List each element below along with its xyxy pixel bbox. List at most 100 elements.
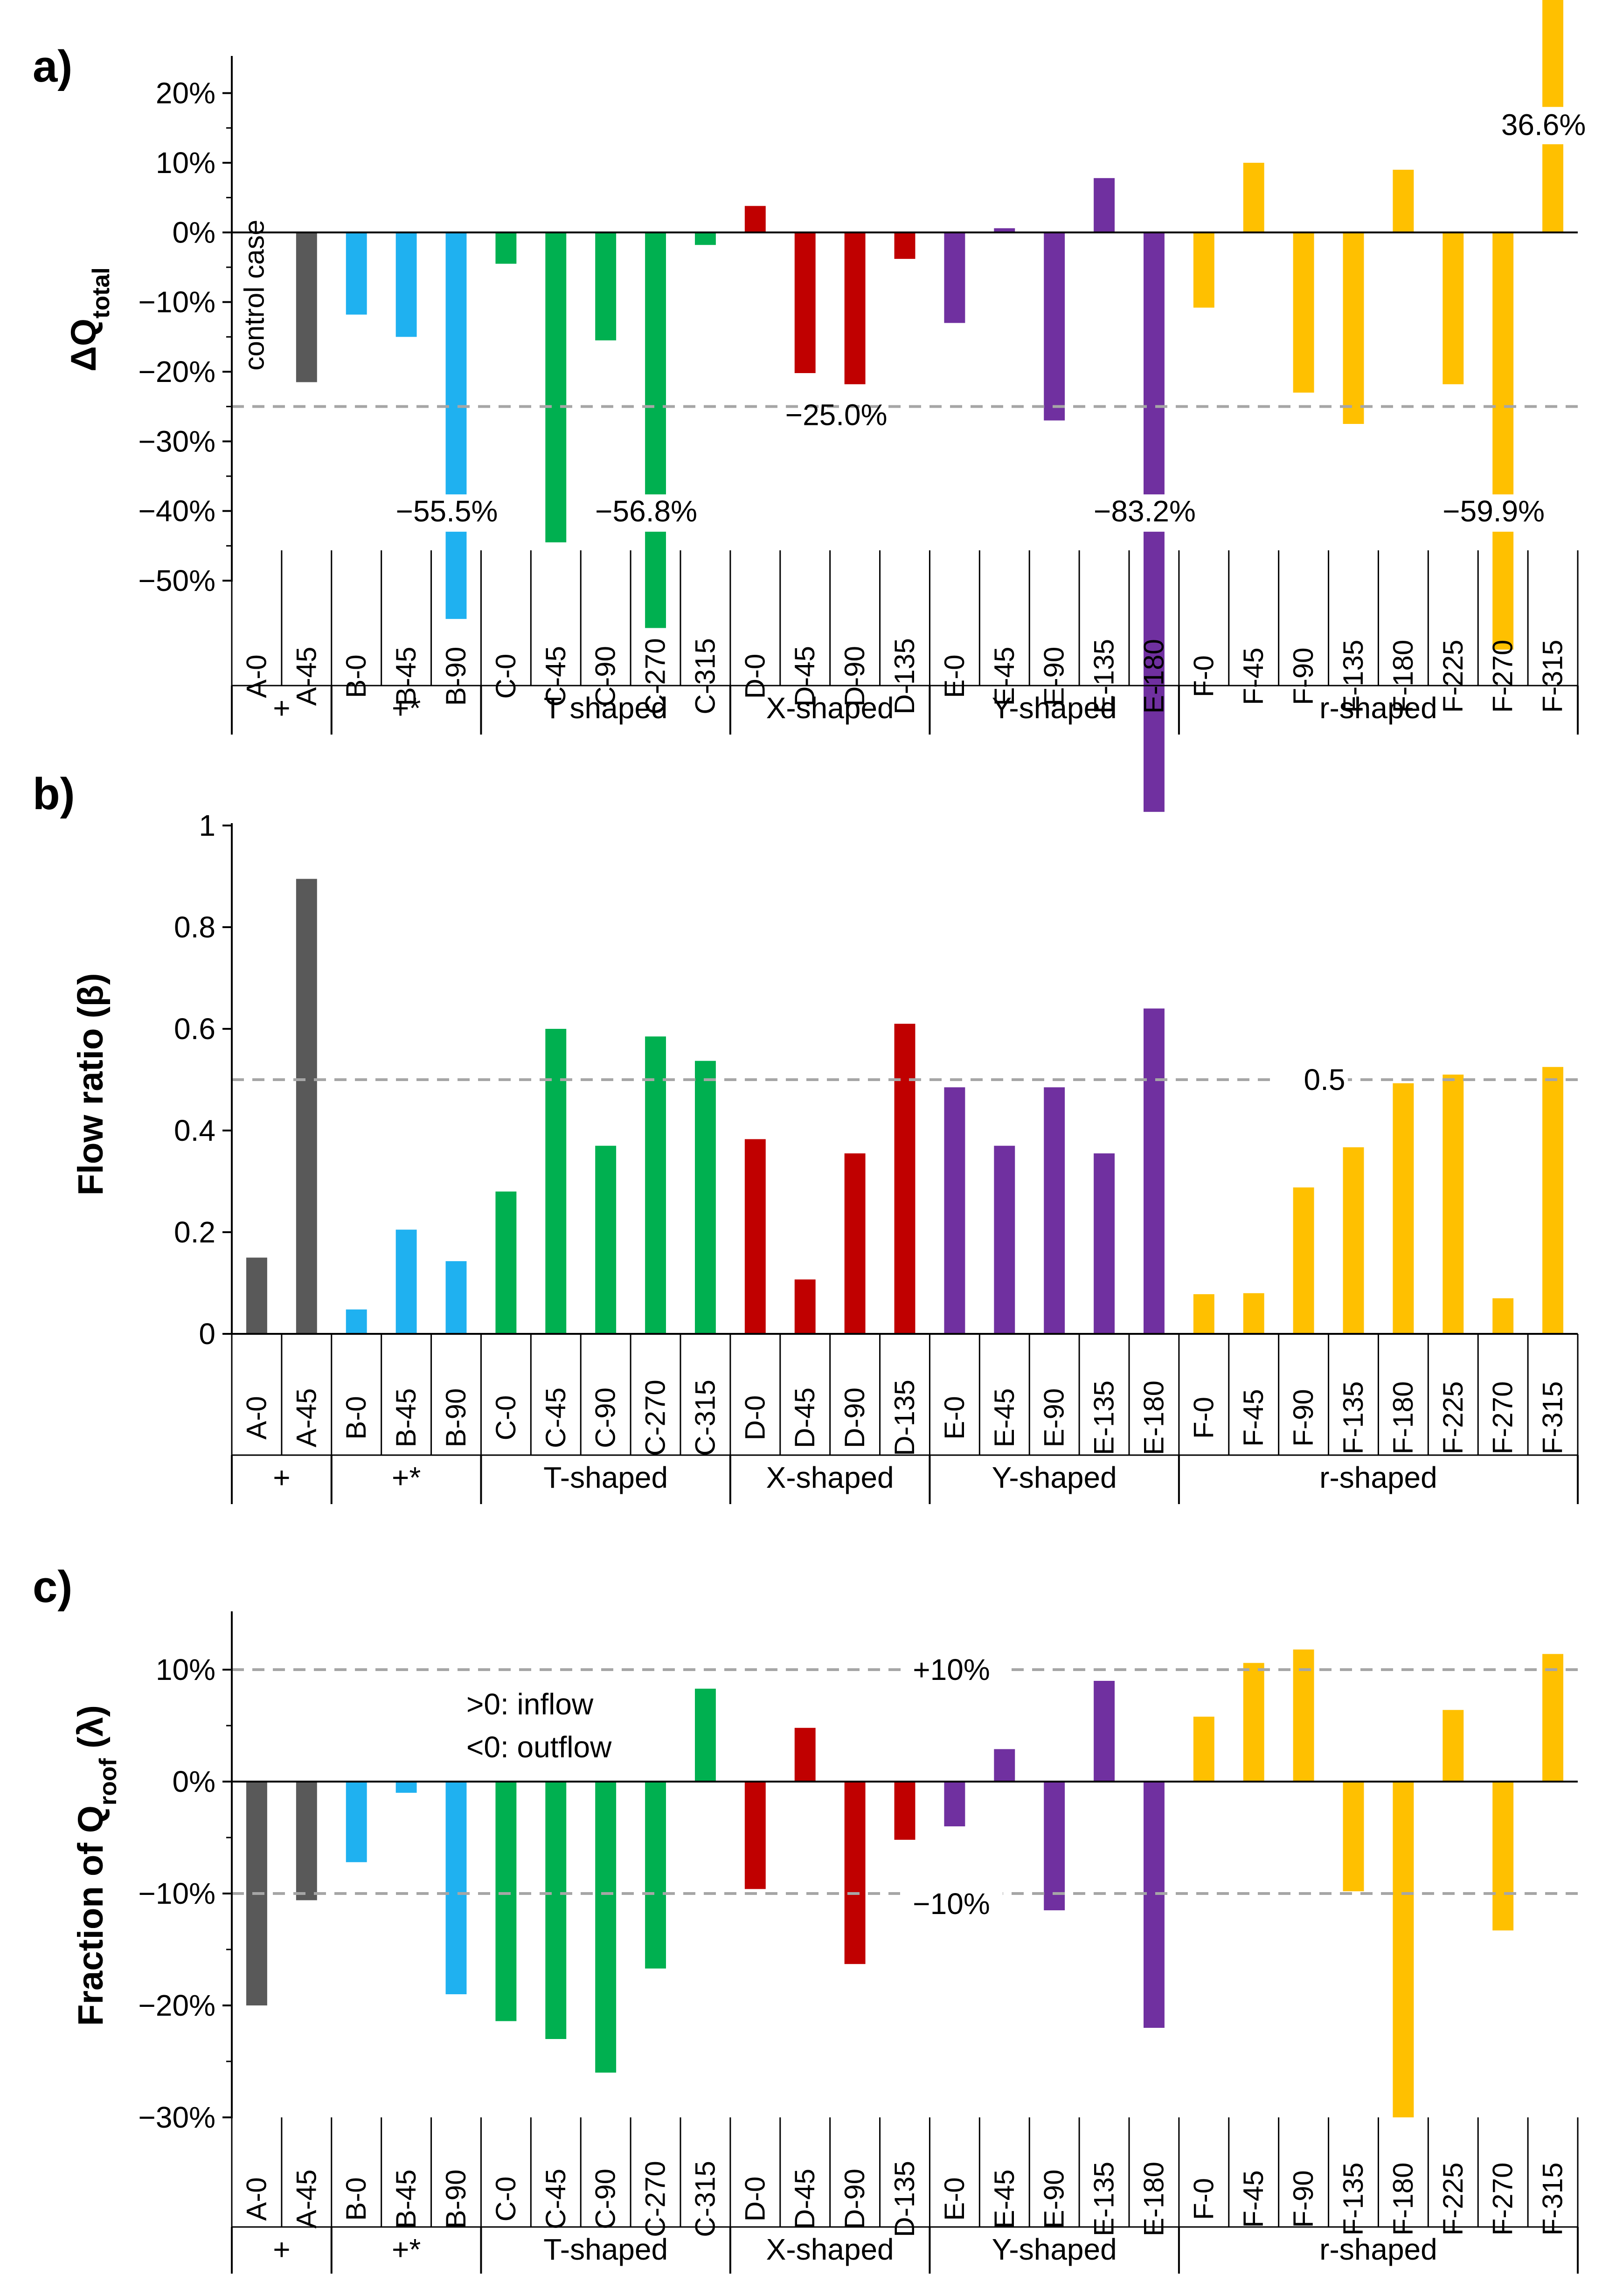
panel-b-bar-c-270 xyxy=(645,1036,666,1334)
panel-a-x-tick-label: F-0 xyxy=(1188,655,1219,697)
panel-a-bar-c-270 xyxy=(645,232,666,628)
panel-c-x-tick-label: D-135 xyxy=(889,2161,920,2237)
panel-c-x-tick-label: C-270 xyxy=(640,2161,671,2237)
panel-a-group-label: X-shaped xyxy=(766,691,894,725)
panel-c-bar-f-0 xyxy=(1193,1716,1214,1782)
panel-b-group-label: Y-shaped xyxy=(992,1461,1117,1494)
panel-c-x-tick-label: D-45 xyxy=(789,2169,820,2229)
panel-b-bar-e-135 xyxy=(1094,1153,1115,1334)
panel-c-bar-e-0 xyxy=(944,1782,965,1826)
panel-b-x-tick-label: C-45 xyxy=(540,1387,571,1448)
panel-c-bar-d-135 xyxy=(894,1782,916,1840)
panel-a-bar-f-45 xyxy=(1243,163,1264,233)
panel-a-y-tick-label: −30% xyxy=(139,424,215,458)
panel-b-x-tick-label: A-45 xyxy=(291,1388,322,1448)
panel-c-bar-b-0 xyxy=(346,1782,367,1862)
panel-a-bar-value-label: −55.5% xyxy=(396,494,498,528)
panel-a-label-backdrop xyxy=(590,494,721,532)
panel-b-bar-d-45 xyxy=(794,1279,816,1334)
panel-a-bar-d-135 xyxy=(894,232,916,259)
panel-c-bar-e-180 xyxy=(1143,1782,1165,2028)
panel-b-bar-a-45 xyxy=(296,879,317,1334)
panel-c-x-tick-label: B-0 xyxy=(340,2177,372,2220)
panel-b-x-tick-label: F-180 xyxy=(1387,1381,1419,1455)
panel-c-x-tick-label: B-45 xyxy=(390,2170,422,2229)
panel-b-x-tick-label: D-90 xyxy=(839,1387,870,1448)
panel-a-x-tick-label: F-270 xyxy=(1487,640,1519,713)
panel-a-y-tick-label: 20% xyxy=(156,76,215,110)
panel-b-x-tick-label: C-0 xyxy=(490,1395,521,1441)
panel-a-bar-e-90 xyxy=(1044,232,1065,421)
panel-b-bar-a-0 xyxy=(246,1257,267,1334)
panel-c-bar-c-270 xyxy=(645,1782,666,1969)
panel-a-x-tick-label: C-315 xyxy=(689,638,721,714)
panel-c-x-tick-label: E-45 xyxy=(989,2170,1020,2229)
panel-b-y-tick-label: 1 xyxy=(199,809,215,842)
panel-a-x-tick-label: D-90 xyxy=(839,646,870,707)
panel-a-x-tick-label: E-0 xyxy=(939,654,970,698)
panel-b-x-tick-label: C-270 xyxy=(640,1380,671,1456)
panel-a-bar-value-label: −59.9% xyxy=(1443,494,1545,528)
panel-c-y-tick-label: 10% xyxy=(156,1653,215,1686)
panel-a-y-tick-label: −40% xyxy=(139,494,215,528)
panel-b-x-tick-label: F-0 xyxy=(1188,1397,1219,1439)
panel-a-x-tick-label: F-315 xyxy=(1537,640,1568,713)
panel-a-x-tick-label: C-0 xyxy=(490,654,521,699)
panel-a-control-case-note: control case xyxy=(238,220,270,371)
panel-c-bar-f-225 xyxy=(1443,1710,1464,1782)
panel-a-x-tick-label: E-45 xyxy=(989,647,1020,706)
panel-c-group-label: T-shaped xyxy=(543,2233,668,2266)
panel-c-y-tick-label: −20% xyxy=(139,1989,215,2022)
panel-b-x-tick-label: B-45 xyxy=(390,1388,422,1448)
panel-b-x-tick-label: B-90 xyxy=(440,1388,472,1448)
panel-a-label-backdrop xyxy=(1506,107,1600,145)
panel-c-x-tick-label: D-0 xyxy=(739,2177,770,2222)
panel-c-x-tick-label: E-0 xyxy=(939,2177,970,2220)
panel-a-x-tick-label: F-225 xyxy=(1437,640,1469,713)
panel-c-x-tick-label: F-315 xyxy=(1537,2163,1568,2236)
panel-b-x-tick-label: F-90 xyxy=(1288,1389,1319,1446)
panel-b-x-tick-label: E-0 xyxy=(939,1396,970,1439)
panel-a-bar-c-315 xyxy=(694,232,716,245)
panel-a-bar-e-0 xyxy=(944,232,965,323)
panel-c-x-tick-label: C-315 xyxy=(689,2161,721,2237)
panel-b-x-tick-label: A-0 xyxy=(241,1396,272,1439)
panel-b-y-tick-label: 0.2 xyxy=(174,1215,215,1249)
panel-c-group-label: Y-shaped xyxy=(992,2233,1117,2266)
panel-c-group-label: r-shaped xyxy=(1319,2233,1437,2266)
panel-a-label-backdrop xyxy=(1089,494,1220,532)
panel-b-label-backdrop xyxy=(1273,1061,1348,1098)
panel-b-bar-b-45 xyxy=(395,1229,417,1334)
panel-b-x-tick-label: F-315 xyxy=(1537,1381,1568,1455)
panel-c-bar-d-90 xyxy=(844,1782,866,1964)
panel-c-x-tick-label: F-135 xyxy=(1338,2163,1369,2236)
panel-a-bar-e-135 xyxy=(1094,178,1115,233)
panel-b-bar-f-90 xyxy=(1293,1187,1314,1334)
panel-c-bar-a-45 xyxy=(296,1782,317,1901)
panel-a-bar-value-label: −56.8% xyxy=(595,494,697,528)
panel-a-x-tick-label: C-45 xyxy=(540,646,571,707)
panel-b-bar-e-45 xyxy=(994,1145,1015,1334)
panel-c-bar-e-135 xyxy=(1094,1681,1115,1782)
panel-a-bar-d-90 xyxy=(844,232,866,384)
panel-a-x-tick-label: D-0 xyxy=(739,654,770,699)
panel-c-x-tick-label: A-0 xyxy=(241,2177,272,2220)
panel-a-group-label: Y-shaped xyxy=(992,691,1117,725)
panel-c-bar-b-90 xyxy=(445,1782,467,1994)
panel-c-label: c) xyxy=(33,1562,72,1612)
panel-c-x-tick-label: F-45 xyxy=(1238,2170,1269,2227)
panel-b-label: b) xyxy=(33,769,75,819)
panel-a-label: a) xyxy=(33,42,72,91)
panel-c-bar-f-135 xyxy=(1343,1782,1364,1892)
panel-a-x-tick-label: C-270 xyxy=(640,638,671,714)
panel-a-y-tick-label: −10% xyxy=(139,285,215,319)
panel-c-bar-f-315 xyxy=(1542,1654,1564,1782)
panel-a-bar-c-90 xyxy=(595,232,617,340)
panel-c-bar-b-45 xyxy=(395,1782,417,1793)
panel-b-bar-f-180 xyxy=(1393,1083,1414,1334)
panel-b-bar-c-315 xyxy=(694,1061,716,1334)
panel-c-bar-f-45 xyxy=(1243,1663,1264,1782)
panel-b-group-label: +* xyxy=(392,1461,421,1494)
panel-a-bar-c-0 xyxy=(495,232,517,264)
panel-a-x-tick-label: D-45 xyxy=(789,646,820,707)
